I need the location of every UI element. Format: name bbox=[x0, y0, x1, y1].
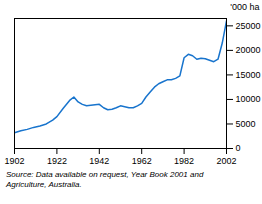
svg-text:1922: 1922 bbox=[47, 156, 67, 166]
svg-text:15000: 15000 bbox=[236, 70, 261, 80]
svg-text:'000 ha: '000 ha bbox=[230, 2, 259, 12]
svg-text:2002: 2002 bbox=[216, 156, 236, 166]
svg-text:1962: 1962 bbox=[132, 156, 152, 166]
svg-text:25000: 25000 bbox=[236, 21, 261, 31]
svg-text:0: 0 bbox=[236, 143, 241, 153]
svg-text:1982: 1982 bbox=[174, 156, 194, 166]
svg-text:20000: 20000 bbox=[236, 45, 261, 55]
svg-text:10000: 10000 bbox=[236, 94, 261, 104]
svg-text:1942: 1942 bbox=[89, 156, 109, 166]
html-text:Source: Data available on requ: Source: Data available on request, Year … bbox=[6, 170, 204, 189]
svg-text:1902: 1902 bbox=[4, 156, 24, 166]
svg-text:5000: 5000 bbox=[236, 119, 256, 129]
